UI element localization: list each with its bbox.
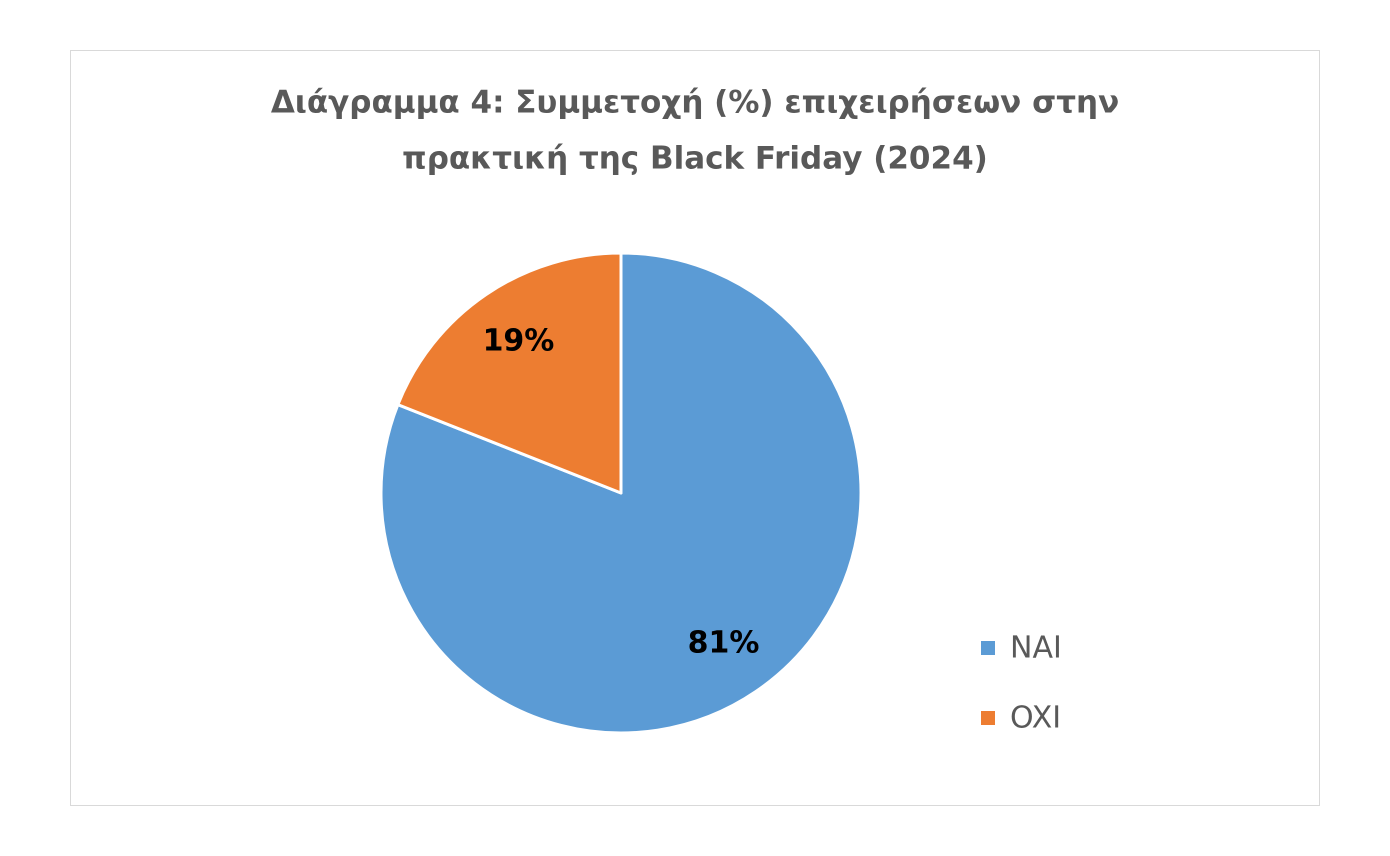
chart-title: Διάγραμμα 4: Συμμετοχή (%) επιχειρήσεων …: [271, 85, 1119, 121]
chart-title: πρακτική της Black Friday (2024): [402, 141, 988, 177]
pie-slice: [396, 251, 623, 495]
legend-label: OXI: [1010, 701, 1061, 736]
pie-slice: [379, 251, 863, 735]
data-label: 81%: [688, 625, 760, 660]
legend-swatch: [981, 711, 995, 725]
legend-label: NAI: [1010, 631, 1062, 666]
legend-swatch: [981, 641, 995, 655]
data-label: 19%: [483, 324, 555, 359]
